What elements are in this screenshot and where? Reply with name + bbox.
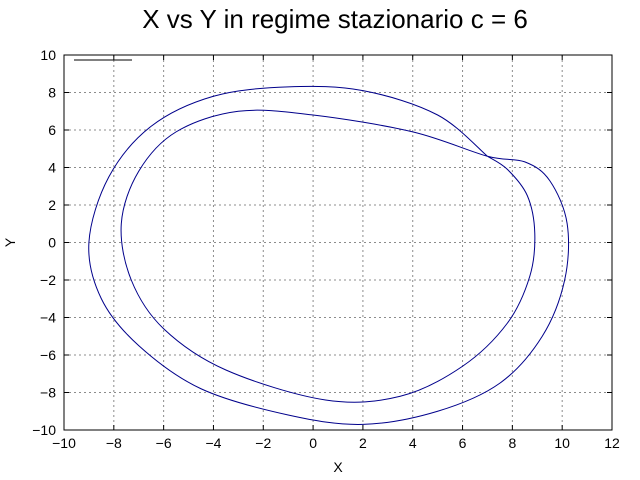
y-axis-label: Y <box>2 237 18 247</box>
y-tick-label: 4 <box>48 160 56 176</box>
y-tick-label: 2 <box>48 197 56 213</box>
y-tick-label: −10 <box>32 422 56 438</box>
x-tick-label: 0 <box>309 435 317 451</box>
chart-title: X vs Y in regime stazionario c = 6 <box>142 4 528 34</box>
y-tick-label: 0 <box>48 235 56 251</box>
ticks: −10 −8 −6 −4 −2 0 2 4 6 8 10 12 −10 −8 −6 −4 −2 0 2 4 6 8 10 <box>32 47 620 451</box>
grid <box>64 55 612 430</box>
y-tick-label: −8 <box>40 385 56 401</box>
x-tick-label: 12 <box>604 435 620 451</box>
x-tick-label: −10 <box>52 435 76 451</box>
y-tick-label: 6 <box>48 122 56 138</box>
x-tick-label: −8 <box>106 435 122 451</box>
y-tick-label: −4 <box>40 310 56 326</box>
series-layer <box>88 85 570 425</box>
y-tick-label: −6 <box>40 347 56 363</box>
x-tick-label: −2 <box>255 435 271 451</box>
x-tick-label: −4 <box>205 435 221 451</box>
y-tick-label: −2 <box>40 272 56 288</box>
series-line <box>88 85 570 425</box>
x-axis-label: X <box>333 459 343 475</box>
x-tick-label: −6 <box>156 435 172 451</box>
y-tick-label: 8 <box>48 85 56 101</box>
x-tick-label: 4 <box>409 435 417 451</box>
x-tick-label: 2 <box>359 435 367 451</box>
x-tick-label: 6 <box>459 435 467 451</box>
y-tick-label: 10 <box>40 47 56 63</box>
plot-frame <box>63 54 613 431</box>
x-tick-label: 10 <box>554 435 570 451</box>
x-tick-label: 8 <box>508 435 516 451</box>
